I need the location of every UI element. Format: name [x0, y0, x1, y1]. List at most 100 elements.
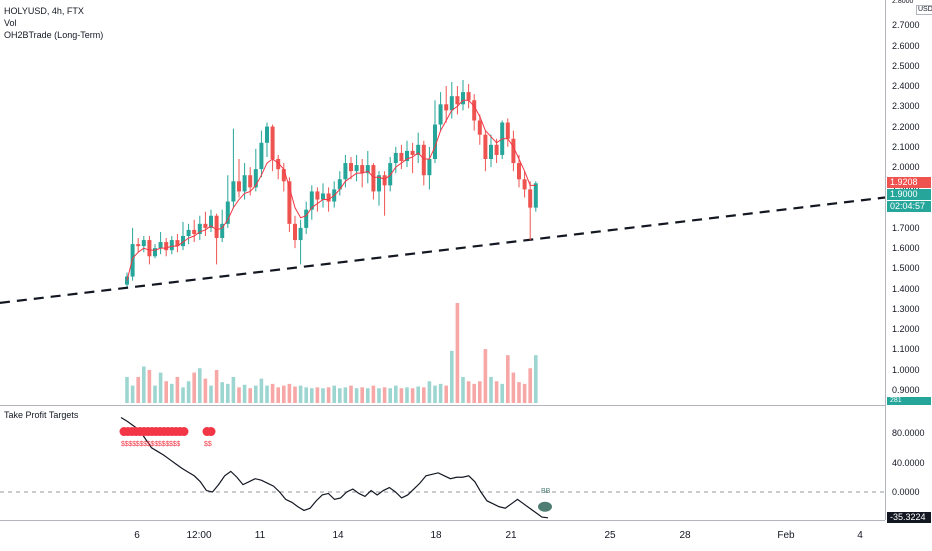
volume-bar	[142, 366, 146, 403]
candle-body	[136, 244, 141, 247]
candle-body	[365, 165, 370, 174]
target-marker	[206, 427, 216, 437]
candle-body	[421, 144, 426, 176]
chart-canvas[interactable]: HOLYUSD, 4h, FTX Vol OH2BTrade (Long-Ter…	[0, 0, 885, 550]
candle-body	[321, 193, 325, 200]
candle-body	[259, 142, 264, 170]
volume-bar	[270, 383, 275, 403]
price-tick-label: 2.2000	[892, 121, 920, 132]
volume-bar	[164, 381, 168, 403]
volume-bar	[438, 383, 443, 403]
price-tick-label: 2.8000	[892, 0, 914, 5]
candle-body	[399, 152, 404, 162]
volume-bar	[147, 369, 152, 403]
price-tick-label: 1.7000	[892, 222, 920, 233]
price-tick-label: 2.4000	[892, 81, 920, 92]
volume-bar	[158, 372, 163, 403]
candle-body	[472, 100, 477, 121]
candle-body	[477, 120, 482, 135]
volume-bar	[377, 388, 381, 403]
bb-label: BB	[541, 488, 551, 495]
time-tick-label: 18	[430, 530, 442, 541]
candle-body	[214, 215, 219, 239]
candle-body	[382, 175, 387, 186]
candle-body	[427, 159, 432, 176]
candle-body	[293, 223, 297, 241]
candle-body	[489, 144, 493, 159]
volume-bar	[276, 387, 280, 403]
candle-body	[438, 104, 443, 125]
volume-bar	[483, 349, 488, 403]
oscillator-title[interactable]: Take Profit Targets	[4, 410, 79, 420]
volume-bar	[248, 388, 252, 403]
volume-bar	[494, 381, 499, 403]
symbol-title: HOLYUSD, 4h, FTX	[4, 6, 84, 16]
volume-bar	[326, 387, 331, 403]
volume-bar	[371, 385, 376, 403]
price-tick-label: 1.4000	[892, 283, 920, 294]
price-tick-label: 1.5000	[892, 263, 920, 274]
volume-bar	[343, 387, 348, 403]
candle-body	[528, 189, 533, 208]
volume-bar	[203, 378, 208, 403]
volume-bar	[175, 376, 180, 403]
volume-bar	[192, 372, 196, 403]
price-axis[interactable]: 2.7000 2.6000 2.5000 2.4000 2.3000 2.2000 2.10…	[885, 0, 932, 405]
volume-bar	[242, 384, 247, 403]
candle-body	[354, 165, 359, 172]
candle-body	[225, 201, 230, 224]
candle-body	[186, 229, 191, 236]
volume-bar	[186, 381, 191, 403]
price-tick-label: 1.1000	[892, 344, 920, 355]
oscillator-line	[120, 416, 549, 519]
price-tick-label: 0.9000	[892, 385, 920, 395]
oscillator-tick-label: 80.0000	[892, 428, 925, 438]
candle-body	[304, 209, 309, 228]
strategy-legend[interactable]: OH2BTrade (Long-Term)	[4, 30, 104, 40]
volume-bar	[528, 368, 532, 403]
candle-body	[326, 193, 331, 202]
volume-bar	[410, 388, 415, 403]
volume-bar	[220, 382, 224, 403]
currency-badge[interactable]: USD	[916, 5, 932, 15]
target-label-group1: $$$$$$$$$$$$$$$$	[121, 441, 181, 448]
candle-body	[309, 191, 314, 210]
candle-body	[511, 138, 516, 164]
volume-bar	[478, 381, 482, 403]
volume-bar	[298, 385, 303, 403]
price-tick-label: 1.2000	[892, 324, 920, 335]
candle-body	[281, 169, 286, 182]
candle-body	[433, 124, 437, 159]
moving-average-line	[126, 99, 536, 281]
volume-bar	[237, 387, 241, 403]
high-price-tag: 1.9208	[887, 177, 931, 188]
last-price-tag: 1.9000	[887, 189, 931, 200]
candle-body	[483, 134, 488, 159]
oscillator-axis[interactable]: 80.0000 40.0000 0.0000 -35.3224	[885, 405, 932, 523]
time-tick-label: 4	[857, 530, 863, 541]
candle-body	[141, 240, 146, 247]
volume-bar	[310, 388, 314, 403]
candle-body	[276, 159, 281, 170]
volume-legend[interactable]: Vol	[4, 18, 17, 28]
volume-bar	[450, 350, 454, 403]
volume-bar	[338, 388, 342, 403]
candle-body	[315, 191, 320, 200]
candle-body	[203, 223, 208, 228]
volume-bar	[226, 383, 230, 403]
time-tick-label: 6	[134, 530, 140, 541]
candle-body	[220, 223, 225, 239]
symbol-legend[interactable]: HOLYUSD, 4h, FTX	[4, 6, 84, 17]
volume-bar	[259, 378, 264, 403]
candle-body	[343, 163, 348, 180]
candle-body	[253, 169, 258, 188]
time-axis[interactable]: 6 12:00 11 14 18 21 25 28 Feb 4	[0, 520, 885, 551]
volume-tag: 281	[887, 397, 931, 405]
volume-bar	[209, 385, 213, 403]
pane-separator[interactable]	[0, 405, 885, 406]
candle-body	[337, 179, 342, 190]
volume-bar	[287, 383, 292, 403]
candle-body	[455, 96, 460, 105]
volume-bar	[534, 355, 538, 403]
candle-body	[461, 92, 465, 105]
